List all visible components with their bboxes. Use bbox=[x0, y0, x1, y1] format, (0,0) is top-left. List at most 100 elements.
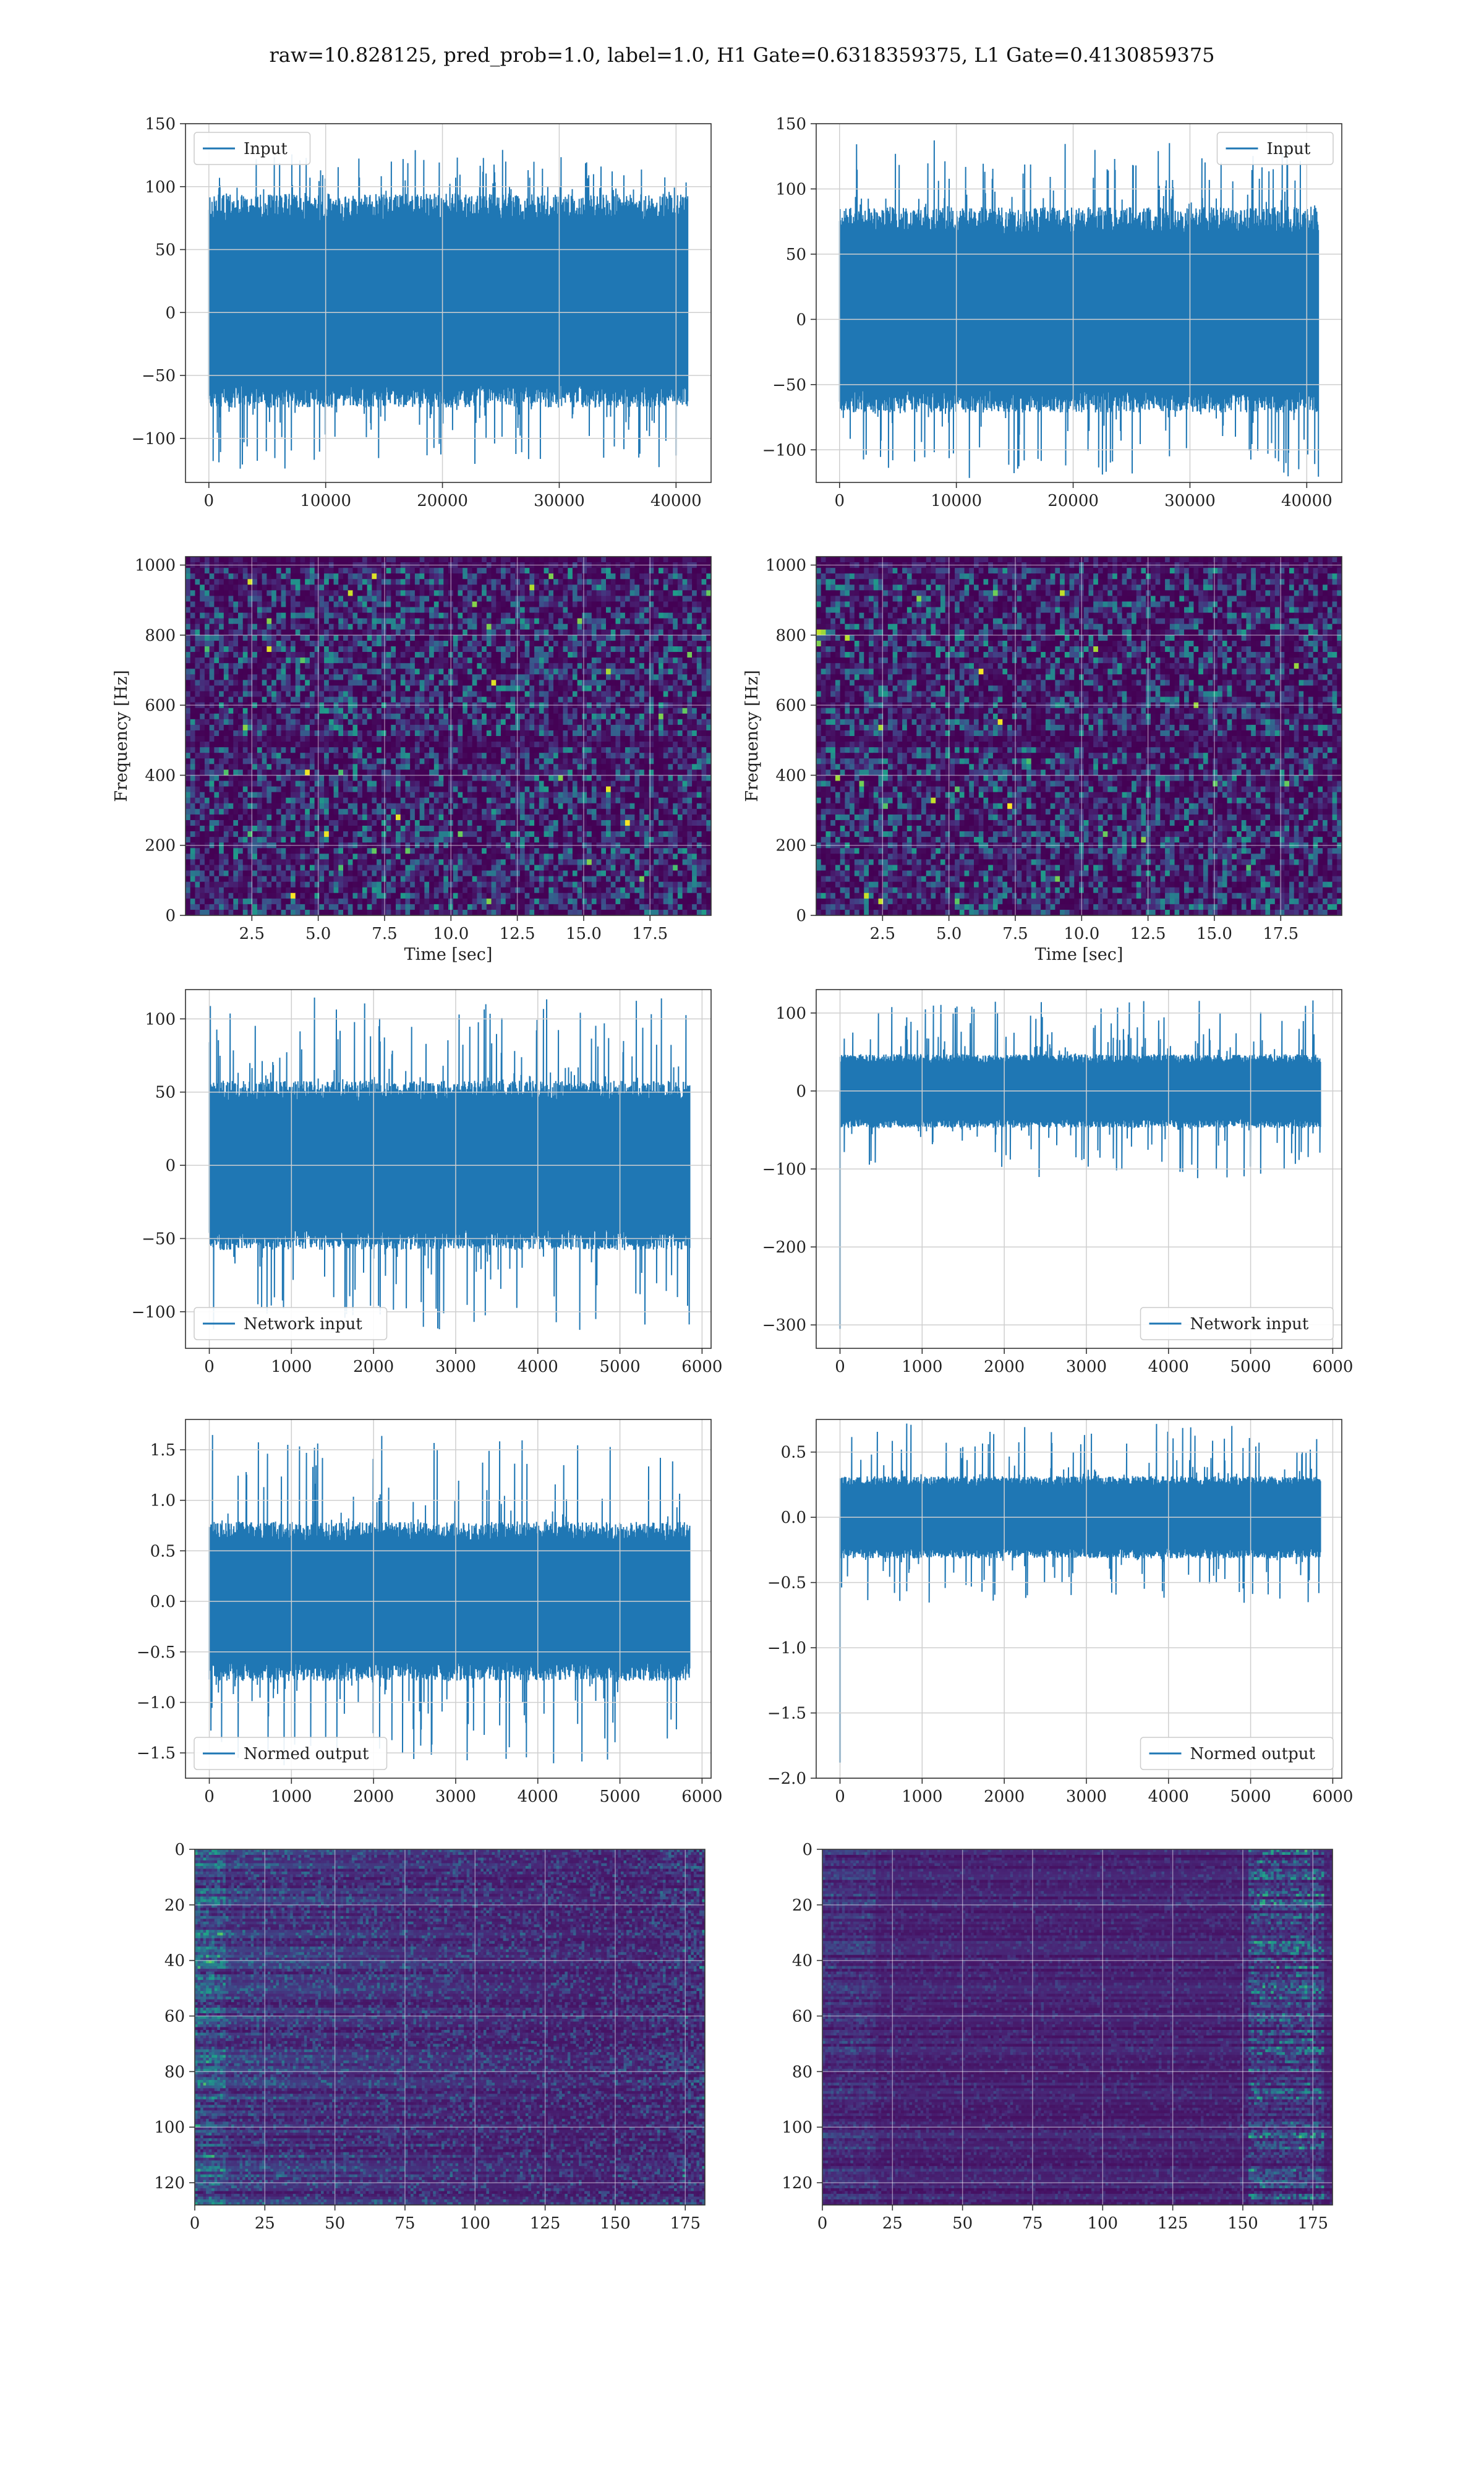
ytick-label-r2r: 600 bbox=[775, 696, 806, 715]
ytick-label-r2r: 0 bbox=[796, 907, 806, 925]
xtick-label-r2r: 5.0 bbox=[936, 925, 962, 943]
xtick-label-r1r: 30000 bbox=[1164, 492, 1216, 510]
xtick-label-r1r: 40000 bbox=[1281, 492, 1333, 510]
ytick-label-r2l: 0 bbox=[165, 907, 176, 925]
plot-area-r5l bbox=[195, 1849, 706, 2206]
plot-area-r4r bbox=[840, 1424, 1321, 1763]
panel-r1l: 0 10000 20000 30000 40000−100−50050100150Inp… bbox=[132, 115, 711, 510]
legend-label-r1l: Input bbox=[244, 140, 288, 158]
ytick-label-r1l: 50 bbox=[155, 241, 176, 260]
xtick-label-r5r: 150 bbox=[1227, 2214, 1258, 2233]
xtick-label-r2r: 2.5 bbox=[870, 925, 895, 943]
xtick-label-r3l: 0 bbox=[204, 1358, 215, 1376]
ytick-label-r4l: 0.5 bbox=[150, 1542, 176, 1560]
panel-r2l: 2.5 5.0 7.5 10.0 12.5 15.0 17.5020040060080010… bbox=[112, 557, 712, 964]
ytick-label-r5l: 120 bbox=[154, 2174, 185, 2193]
ytick-label-r2r: 800 bbox=[775, 627, 806, 645]
ytick-label-r3r: −300 bbox=[762, 1316, 806, 1335]
ytick-label-r1r: 100 bbox=[775, 180, 806, 199]
panel-r3r: 0 1000 2000 3000 4000 5000 6000−300−200−100010… bbox=[762, 990, 1354, 1376]
xtick-label-r5r: 25 bbox=[882, 2214, 903, 2233]
panel-r2r: 2.5 5.0 7.5 10.0 12.5 15.0 17.5020040060080010… bbox=[743, 557, 1342, 964]
xtick-label-r3l: 2000 bbox=[353, 1358, 394, 1376]
ytick-label-r4r: −1.5 bbox=[767, 1705, 806, 1723]
ytick-label-r3l: 50 bbox=[155, 1084, 176, 1102]
ytick-label-r5l: 20 bbox=[164, 1896, 185, 1915]
ytick-label-r5r: 80 bbox=[792, 2063, 812, 2081]
xtick-label-r3r: 2000 bbox=[984, 1358, 1025, 1376]
ytick-label-r1l: 100 bbox=[145, 178, 176, 197]
xtick-label-r3r: 1000 bbox=[902, 1358, 942, 1376]
plot-area-r5r bbox=[822, 1849, 1333, 2206]
xtick-label-r5l: 175 bbox=[670, 2214, 701, 2233]
xtick-label-r4l: 1000 bbox=[271, 1787, 312, 1806]
ytick-label-r3r: −200 bbox=[762, 1238, 806, 1257]
xtick-label-r5r: 0 bbox=[817, 2214, 828, 2233]
plot-area-r2r bbox=[816, 557, 1342, 916]
axes-frame-r4r bbox=[816, 1419, 1342, 1778]
plot-area-r2l bbox=[186, 557, 712, 916]
ytick-label-r5l: 0 bbox=[174, 1841, 185, 1859]
panel-r1r: 0 10000 20000 30000 40000−100−50050100150Inp… bbox=[762, 115, 1342, 510]
legend-r1l: Input bbox=[194, 132, 310, 165]
legend-label-r4l: Normed output bbox=[244, 1745, 369, 1763]
xtick-label-r5r: 75 bbox=[1022, 2214, 1043, 2233]
ytick-label-r4l: 0.0 bbox=[150, 1593, 176, 1611]
ytick-label-r5l: 40 bbox=[164, 1952, 185, 1971]
legend-label-r3r: Network input bbox=[1190, 1315, 1309, 1333]
ytick-label-r5r: 60 bbox=[792, 2008, 812, 2026]
ytick-label-r4r: 0.0 bbox=[781, 1509, 806, 1527]
ytick-label-r1r: 0 bbox=[796, 310, 806, 329]
signal-line-r3l bbox=[210, 998, 690, 1330]
grid-r4r bbox=[816, 1419, 1342, 1778]
xtick-label-r1r: 20000 bbox=[1047, 492, 1099, 510]
xtick-label-r3r: 3000 bbox=[1066, 1358, 1107, 1376]
ytick-label-r2r: 200 bbox=[775, 837, 806, 855]
xtick-label-r4r: 1000 bbox=[902, 1787, 942, 1806]
ytick-label-r3r: −100 bbox=[762, 1160, 806, 1179]
plot-area-r1r bbox=[840, 140, 1318, 478]
ytick-label-r3r: 0 bbox=[796, 1082, 806, 1101]
xtick-label-r1r: 0 bbox=[835, 492, 845, 510]
xtick-label-r3l: 3000 bbox=[435, 1358, 476, 1376]
xtick-label-r4l: 3000 bbox=[435, 1787, 476, 1806]
xtick-label-r4r: 6000 bbox=[1312, 1787, 1353, 1806]
xtick-label-r3r: 5000 bbox=[1230, 1358, 1271, 1376]
plot-area-r3r bbox=[840, 1001, 1321, 1329]
panel-r4l: 0 1000 2000 3000 4000 5000 6000−1.5−1.0−0.50.0… bbox=[137, 1419, 723, 1806]
ytick-label-r5r: 20 bbox=[792, 1896, 812, 1915]
xtick-label-r5l: 50 bbox=[325, 2214, 345, 2233]
heatmap-cells-r5r bbox=[822, 1849, 1333, 2206]
xtick-label-r4l: 6000 bbox=[681, 1787, 722, 1806]
xtick-label-r3r: 4000 bbox=[1148, 1358, 1189, 1376]
ytick-label-r2l: 400 bbox=[145, 766, 176, 785]
xtick-label-r4r: 4000 bbox=[1148, 1787, 1189, 1806]
ytick-label-r2r: 400 bbox=[775, 766, 806, 785]
ytick-label-r1r: 150 bbox=[775, 115, 806, 134]
xtick-label-r5r: 50 bbox=[952, 2214, 973, 2233]
heatmap-cells-r2r bbox=[816, 557, 1342, 916]
xtick-label-r1l: 10000 bbox=[300, 492, 351, 510]
xtick-label-r4r: 3000 bbox=[1066, 1787, 1107, 1806]
ytick-label-r4r: −0.5 bbox=[767, 1574, 806, 1593]
ytick-label-r5l: 80 bbox=[164, 2063, 185, 2081]
figure-title: raw=10.828125, pred_prob=1.0, label=1.0,… bbox=[269, 43, 1214, 67]
xtick-label-r1l: 30000 bbox=[534, 492, 585, 510]
xtick-label-r1l: 40000 bbox=[650, 492, 702, 510]
ytick-label-r5l: 60 bbox=[164, 2008, 185, 2026]
signal-line-r1l bbox=[209, 150, 688, 468]
panel-r4r: 0 1000 2000 3000 4000 5000 6000−2.0−1.5−1.0−0.… bbox=[767, 1419, 1354, 1806]
xtick-label-r2l: 12.5 bbox=[500, 925, 535, 943]
xtick-label-r2l: 15.0 bbox=[566, 925, 602, 943]
xtick-label-r2l: 17.5 bbox=[632, 925, 668, 943]
ytick-label-r3l: −50 bbox=[142, 1230, 176, 1248]
xtick-label-r5l: 25 bbox=[255, 2214, 275, 2233]
heatmap-cells-r5l bbox=[195, 1849, 706, 2206]
xtick-label-r4l: 0 bbox=[204, 1787, 215, 1806]
legend-label-r1r: Input bbox=[1267, 140, 1311, 158]
ytick-label-r3l: 0 bbox=[165, 1157, 176, 1175]
ytick-label-r5r: 0 bbox=[802, 1841, 812, 1859]
ytick-label-r4r: −2.0 bbox=[767, 1770, 806, 1788]
